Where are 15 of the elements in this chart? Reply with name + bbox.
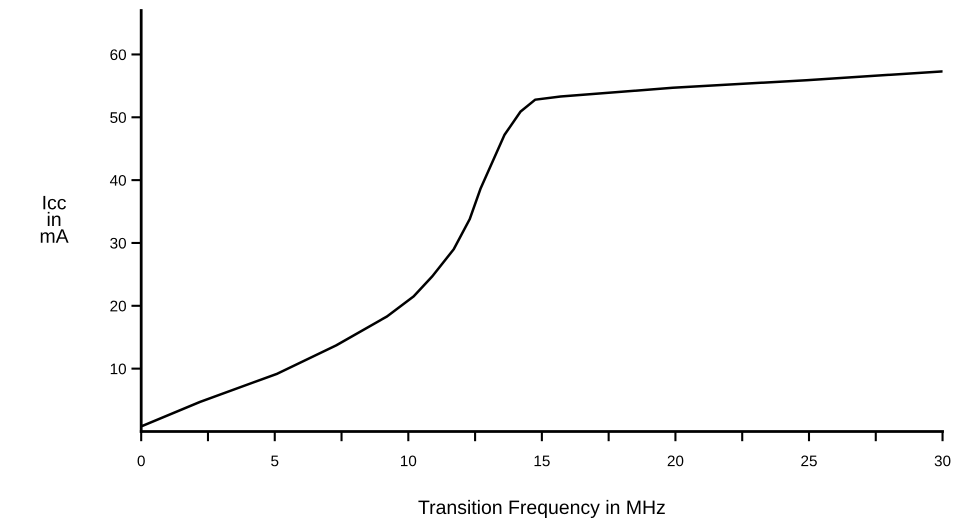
x-axis-title: Transition Frequency in MHz [418,500,665,518]
y-tick-label: 60 [110,49,126,60]
x-tick-label: 10 [400,455,416,466]
x-tick-label: 20 [668,455,684,466]
x-tick-label: 0 [138,455,145,466]
x-tick-label: 5 [271,456,278,466]
x-tick-label: 30 [934,455,950,466]
y-tick-label: 40 [110,174,126,186]
x-tick-label: 15 [534,456,550,466]
y-tick-label: 30 [110,238,126,249]
y-tick-label: 50 [110,112,126,123]
y-tick-label: 20 [110,300,126,312]
x-tick-label: 25 [801,455,817,466]
y-axis-title: Icc in mA [40,196,69,243]
y-tick-label: 10 [110,364,126,374]
